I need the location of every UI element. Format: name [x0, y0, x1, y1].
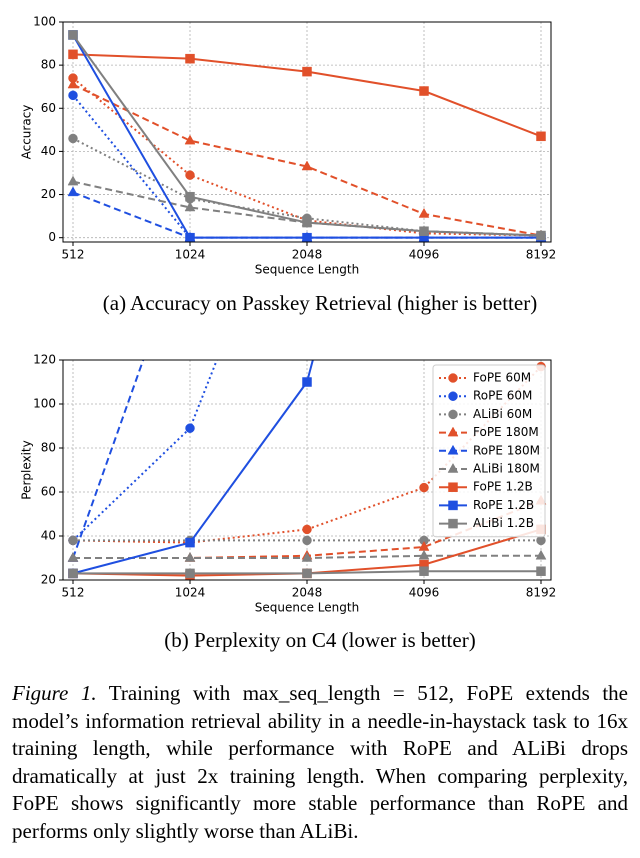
data-point	[419, 482, 429, 493]
legend-label: RoPE 1.2B	[473, 498, 534, 512]
series-line	[72, 360, 145, 559]
subfigure-caption: (b) Perplexity on C4 (lower is better)	[164, 628, 475, 652]
data-point	[302, 217, 312, 228]
data-point	[67, 186, 79, 197]
y-tick-label: 60	[41, 485, 56, 499]
data-point	[68, 133, 78, 144]
plot-frame	[62, 359, 552, 581]
data-point	[302, 377, 312, 387]
y-tick-label: 40	[41, 529, 56, 543]
data-point	[184, 134, 196, 145]
data-point	[68, 568, 78, 579]
data-point	[67, 551, 79, 562]
legend-label: FoPE 1.2B	[473, 480, 533, 494]
data-point	[185, 568, 195, 579]
legend-marker	[447, 462, 459, 473]
plot-frame	[62, 21, 552, 243]
caption-text: Training with max_seq_length = 512, FoPE…	[12, 681, 628, 843]
x-axis-label: Sequence Length	[255, 263, 359, 277]
legend-label: ALiBi 1.2B	[473, 516, 534, 530]
legend-marker	[448, 518, 458, 529]
legend-label: FoPE 60M	[473, 371, 531, 385]
x-tick-label: 1024	[175, 248, 206, 262]
x-tick-label: 8192	[526, 248, 557, 262]
y-tick-label: 80	[41, 58, 56, 72]
data-point	[302, 535, 312, 546]
data-point	[185, 537, 195, 548]
x-axis-label: Sequence Length	[255, 601, 359, 615]
data-point	[301, 160, 313, 171]
x-tick-label: 1024	[175, 586, 206, 600]
data-point	[536, 230, 546, 241]
data-point	[67, 175, 79, 186]
x-tick-label: 2048	[292, 586, 323, 600]
y-tick-label: 40	[41, 144, 56, 158]
y-tick-label: 100	[33, 397, 56, 411]
caption-label: Figure 1.	[12, 681, 97, 705]
data-point	[185, 170, 195, 180]
legend-marker	[448, 500, 458, 511]
data-point	[302, 524, 312, 535]
data-point	[67, 78, 79, 89]
data-point	[185, 423, 195, 433]
y-tick-label: 60	[41, 101, 56, 115]
legend-marker	[448, 482, 458, 492]
subfigure-caption: (a) Accuracy on Passkey Retrieval (highe…	[103, 291, 537, 315]
data-point	[184, 201, 196, 212]
x-tick-label: 4096	[409, 248, 440, 262]
figure-caption: Figure 1. Training with max_seq_length =…	[12, 680, 628, 845]
legend-marker	[448, 391, 458, 401]
legend-label: ALiBi 180M	[473, 462, 540, 476]
y-tick-label: 20	[41, 573, 56, 587]
data-point	[418, 549, 430, 560]
y-axis-label: Perplexity	[20, 440, 34, 500]
figure: 0 20 40 60 80 100 512 1024 2048 4096 8192 Sequence …	[20, 15, 557, 652]
y-tick-label: 120	[33, 353, 56, 367]
legend-label: RoPE 60M	[473, 389, 532, 403]
y-tick-label: 0	[48, 230, 56, 244]
x-tick-label: 2048	[292, 248, 323, 262]
y-tick-label: 100	[33, 15, 56, 29]
data-point	[185, 191, 195, 202]
data-point	[68, 90, 78, 101]
legend-marker	[448, 409, 458, 420]
data-point	[419, 566, 429, 576]
data-point	[68, 535, 78, 546]
data-point	[301, 551, 313, 562]
data-point	[185, 232, 195, 242]
data-point	[302, 568, 312, 579]
series-line	[72, 360, 314, 575]
y-tick-label: 20	[41, 187, 56, 201]
data-point	[68, 30, 78, 40]
data-point	[419, 226, 429, 236]
data-point	[536, 131, 546, 142]
legend-marker	[447, 426, 459, 437]
legend-label: FoPE 180M	[473, 425, 539, 439]
legend-label: RoPE 180M	[473, 443, 540, 457]
data-point	[536, 566, 546, 576]
y-axis-label: Accuracy	[20, 105, 34, 160]
x-tick-label: 8192	[526, 586, 557, 600]
data-point	[185, 53, 195, 64]
x-tick-label: 4096	[409, 586, 440, 600]
legend-marker	[447, 444, 459, 455]
x-tick-label: 512	[62, 586, 85, 600]
data-point	[302, 66, 312, 77]
data-point	[419, 86, 429, 96]
legend-box	[432, 364, 546, 538]
legend-marker	[448, 373, 458, 383]
y-tick-label: 80	[41, 441, 56, 455]
x-tick-label: 512	[62, 248, 85, 262]
plot-area	[67, 30, 547, 242]
legend-label: ALiBi 60M	[473, 407, 532, 421]
data-point	[418, 207, 430, 218]
data-point	[302, 232, 312, 242]
data-point	[68, 49, 78, 60]
data-point	[184, 551, 196, 562]
data-point	[535, 549, 547, 560]
